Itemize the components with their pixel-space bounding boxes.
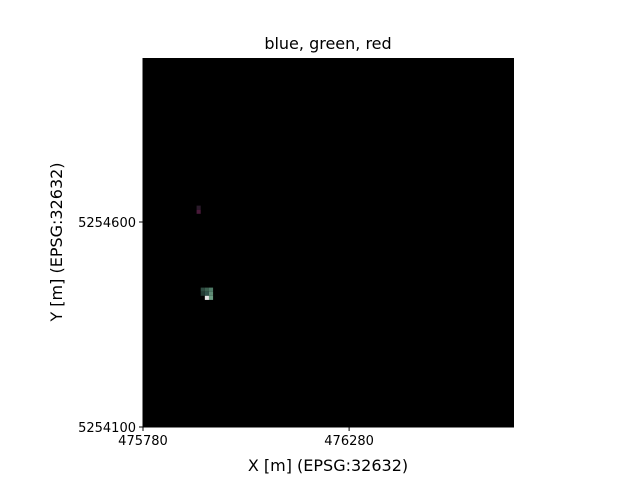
- raster-pixel: [200, 287, 205, 292]
- y-tick-label: 5254600: [78, 216, 136, 231]
- raster-pixel: [208, 295, 214, 300]
- raster-pixels: [196, 205, 214, 300]
- raster-pixel: [200, 291, 205, 296]
- y-tick-label: 5254100: [78, 421, 136, 436]
- raster-pixel: [204, 287, 209, 292]
- raster-pixel: [208, 291, 214, 296]
- y-ticks: 5254100 5254600: [78, 216, 143, 436]
- x-ticks: 475780 476280: [118, 427, 374, 449]
- plot-area: [143, 58, 514, 427]
- raster-pixel: [204, 295, 209, 300]
- x-tick-label: 475780: [118, 434, 168, 449]
- raster-background: [143, 58, 514, 427]
- raster-pixel: [196, 209, 201, 214]
- chart-title: blue, green, red: [264, 34, 391, 53]
- raster-pixel: [204, 291, 209, 296]
- y-axis-label: Y [m] (EPSG:32632): [47, 162, 66, 322]
- x-tick-label: 476280: [324, 434, 374, 449]
- x-axis-label: X [m] (EPSG:32632): [248, 456, 408, 475]
- raster-pixel: [208, 287, 214, 292]
- raster-pixel: [196, 205, 201, 210]
- x-axis: 475780 476280: [118, 426, 514, 449]
- y-axis: 5254100 5254600: [78, 58, 144, 436]
